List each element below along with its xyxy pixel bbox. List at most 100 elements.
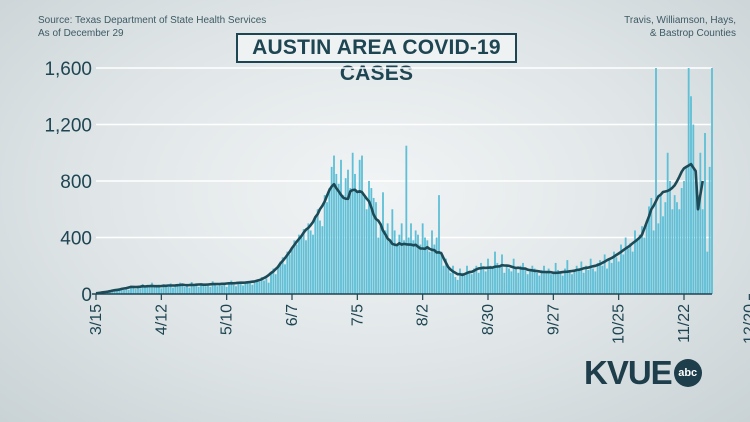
bar bbox=[517, 272, 520, 294]
bar bbox=[186, 284, 188, 294]
bar bbox=[678, 209, 681, 294]
bar bbox=[508, 268, 510, 294]
bar bbox=[202, 285, 205, 294]
x-tick-label: 5/10 bbox=[219, 304, 236, 335]
bar bbox=[328, 188, 331, 294]
bar bbox=[608, 258, 611, 294]
bar bbox=[419, 244, 422, 294]
bar bbox=[363, 195, 366, 294]
bar bbox=[687, 68, 690, 294]
bar bbox=[335, 173, 338, 294]
bar bbox=[414, 230, 417, 294]
bar bbox=[690, 96, 692, 294]
bar bbox=[554, 262, 557, 294]
bar bbox=[230, 280, 233, 294]
bar bbox=[657, 223, 660, 294]
x-tick-label: 8/2 bbox=[415, 304, 432, 326]
bar bbox=[435, 237, 438, 294]
bar bbox=[181, 285, 184, 294]
bar bbox=[223, 282, 226, 294]
bar bbox=[386, 223, 389, 294]
bar bbox=[470, 274, 473, 294]
bar bbox=[151, 282, 153, 294]
bar bbox=[314, 216, 317, 294]
bar bbox=[153, 287, 156, 294]
bar bbox=[344, 178, 347, 294]
bar bbox=[701, 209, 704, 294]
bar bbox=[305, 240, 307, 294]
bar bbox=[463, 275, 466, 294]
bar bbox=[638, 234, 641, 294]
x-tick-label: 9/27 bbox=[545, 304, 562, 335]
bar bbox=[501, 254, 503, 294]
bar bbox=[293, 240, 296, 294]
bar bbox=[200, 283, 202, 294]
x-tick-label: 4/12 bbox=[153, 304, 170, 335]
bar bbox=[482, 268, 485, 294]
bar bbox=[685, 166, 688, 294]
bar bbox=[666, 152, 669, 294]
bar bbox=[242, 285, 244, 294]
bar bbox=[421, 223, 424, 294]
bar bbox=[531, 265, 534, 294]
bar bbox=[456, 279, 459, 294]
bar bbox=[193, 286, 195, 294]
bar bbox=[673, 195, 676, 294]
bar bbox=[468, 271, 471, 294]
bar bbox=[641, 226, 643, 294]
bar bbox=[552, 271, 555, 294]
bar bbox=[587, 269, 590, 294]
bar bbox=[580, 261, 583, 294]
x-tick-label: 6/7 bbox=[284, 304, 301, 326]
bar bbox=[433, 244, 436, 294]
bar bbox=[683, 181, 685, 294]
bar bbox=[148, 286, 151, 294]
bar bbox=[452, 265, 454, 294]
bar bbox=[109, 291, 111, 294]
bar bbox=[286, 251, 289, 294]
bar bbox=[613, 251, 615, 294]
bar bbox=[134, 289, 137, 294]
bar bbox=[438, 195, 440, 294]
bar bbox=[169, 283, 172, 294]
bar bbox=[592, 268, 594, 294]
bar bbox=[132, 286, 135, 294]
bar bbox=[263, 280, 265, 294]
bar bbox=[564, 268, 566, 294]
bar bbox=[368, 181, 370, 294]
bar bbox=[370, 188, 373, 294]
bar bbox=[190, 281, 193, 294]
bar bbox=[333, 155, 335, 294]
bar bbox=[461, 272, 464, 294]
bar bbox=[503, 272, 506, 294]
counties-note: Travis, Williamson, Hays, & Bastrop Coun… bbox=[624, 14, 736, 40]
bar bbox=[244, 281, 247, 294]
bar bbox=[270, 272, 272, 294]
bar bbox=[533, 268, 536, 294]
bar bbox=[272, 268, 275, 294]
bar bbox=[627, 248, 629, 294]
bar bbox=[232, 284, 235, 294]
bar bbox=[496, 262, 499, 294]
bar bbox=[130, 285, 132, 294]
bar bbox=[312, 234, 314, 294]
bar bbox=[699, 152, 702, 294]
bar bbox=[123, 290, 125, 294]
bar bbox=[428, 251, 431, 294]
bar bbox=[403, 240, 405, 294]
bar bbox=[454, 277, 457, 294]
bar bbox=[139, 288, 142, 294]
bar bbox=[235, 286, 237, 294]
bar bbox=[228, 284, 230, 294]
bar bbox=[487, 258, 489, 294]
bar bbox=[692, 124, 695, 294]
bar bbox=[512, 258, 515, 294]
bar bbox=[426, 240, 429, 294]
bar bbox=[494, 251, 496, 294]
bar bbox=[249, 281, 251, 294]
bar bbox=[221, 285, 223, 294]
bar bbox=[265, 278, 268, 294]
bar bbox=[510, 271, 513, 294]
bar bbox=[216, 286, 219, 294]
